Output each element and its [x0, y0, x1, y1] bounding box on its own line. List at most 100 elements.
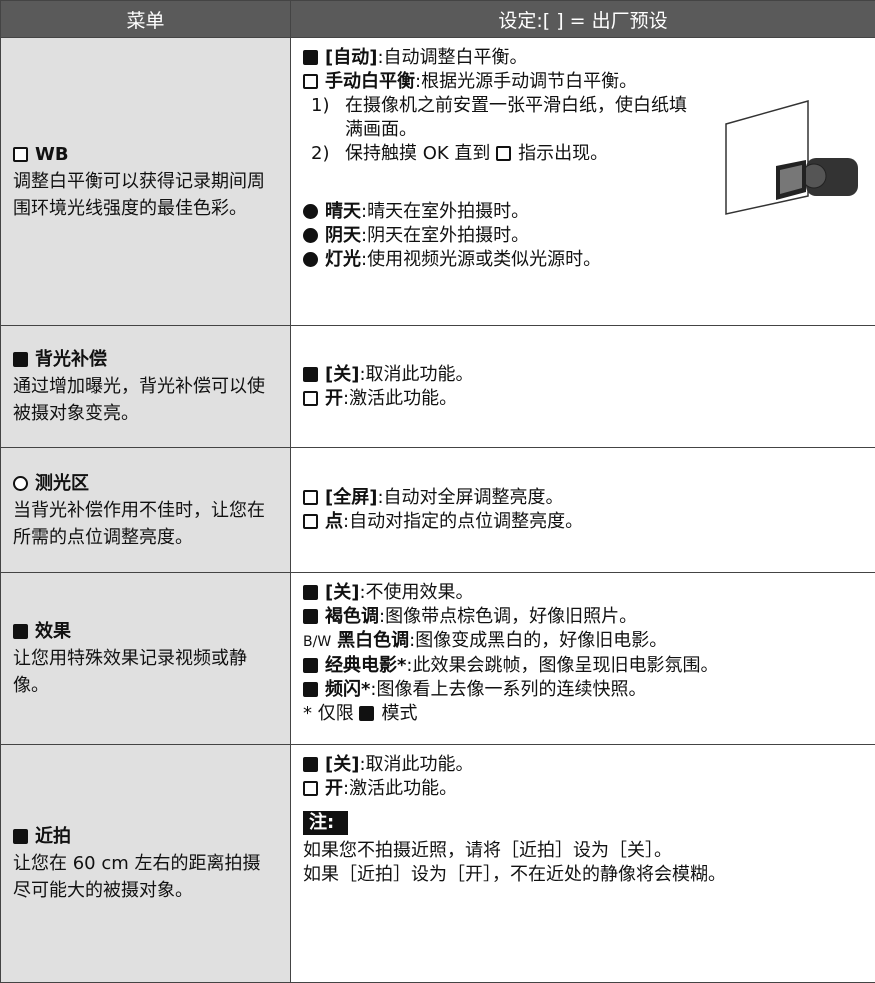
- menu-description: 让您在 60 cm 左右的距离拍摄尽可能大的被摄对象。: [13, 850, 278, 904]
- step-number: 1): [311, 94, 345, 142]
- option: B/W 黑白色调:图像变成黑白的，好像旧电影。: [303, 629, 863, 654]
- option-text: :晴天在室外拍摄时。: [361, 201, 529, 222]
- option-text: :根据光源手动调节白平衡。: [415, 71, 637, 92]
- title-text: 效果: [35, 621, 71, 642]
- option: 开:激活此功能。: [303, 777, 863, 801]
- menu-title: 测光区: [13, 470, 278, 497]
- footnote-text: 模式: [381, 703, 417, 724]
- option-text: :自动对指定的点位调整亮度。: [343, 511, 583, 532]
- option-text: :图像带点棕色调，好像旧照片。: [379, 606, 637, 627]
- icon: [303, 490, 318, 505]
- icon: [303, 204, 318, 219]
- option-text: :激活此功能。: [343, 778, 457, 799]
- title-text: 测光区: [35, 473, 89, 494]
- option: 频闪*:图像看上去像一系列的连续快照。: [303, 678, 863, 702]
- settings-cell: [关]:取消此功能。 开:激活此功能。: [291, 326, 875, 448]
- settings-cell: [关]:取消此功能。 开:激活此功能。 注: 如果您不拍摄近照，请将［近拍］设为…: [291, 745, 875, 983]
- icon: [303, 585, 318, 600]
- option: [自动]:自动调整白平衡。: [303, 46, 863, 70]
- footnote: * 仅限 模式: [303, 702, 863, 726]
- icon: [303, 74, 318, 89]
- icon: [303, 367, 318, 382]
- menu-description: 当背光补偿作用不佳时，让您在所需的点位调整亮度。: [13, 497, 278, 551]
- row: 近拍 让您在 60 cm 左右的距离拍摄尽可能大的被摄对象。 [关]:取消此功能…: [1, 745, 875, 983]
- menu-cell: 近拍 让您在 60 cm 左右的距离拍摄尽可能大的被摄对象。: [1, 745, 291, 983]
- option-term: 褐色调: [325, 606, 379, 627]
- menu-description: 让您用特殊效果记录视频或静像。: [13, 645, 278, 699]
- camera-illustration: [716, 96, 866, 216]
- option: 点:自动对指定的点位调整亮度。: [303, 510, 863, 534]
- option: 灯光:使用视频光源或类似光源时。: [303, 248, 863, 272]
- option: 开:激活此功能。: [303, 387, 863, 411]
- icon: [13, 829, 28, 844]
- title-text: 背光补偿: [35, 349, 107, 370]
- option-text: :图像变成黑白的，好像旧电影。: [409, 630, 667, 651]
- row: 测光区 当背光补偿作用不佳时，让您在所需的点位调整亮度。 [全屏]:自动对全屏调…: [1, 448, 875, 573]
- option-text: :阴天在室外拍摄时。: [361, 225, 529, 246]
- menu-cell: 测光区 当背光补偿作用不佳时，让您在所需的点位调整亮度。: [1, 448, 291, 573]
- option-text: :此效果会跳帧，图像呈现旧电影氛围。: [406, 655, 718, 676]
- option-text: :取消此功能。: [359, 364, 473, 385]
- menu-description: 调整白平衡可以获得记录期间周围环境光线强度的最佳色彩。: [13, 168, 278, 222]
- step-text: 指示出现。: [518, 143, 608, 164]
- option: 经典电影*:此效果会跳帧，图像呈现旧电影氛围。: [303, 654, 863, 678]
- header-settings: 设定:[ ] = 出厂预设: [291, 1, 875, 38]
- option-text: :取消此功能。: [359, 754, 473, 775]
- option-term: 频闪*: [325, 679, 370, 700]
- option-term: [自动]: [325, 47, 377, 68]
- option-term: 手动白平衡: [325, 71, 415, 92]
- shape: 保持触摸 OK 直到 指示出现。: [345, 142, 608, 166]
- option: [全屏]:自动对全屏调整亮度。: [303, 486, 863, 510]
- icon: [13, 476, 28, 491]
- option-term: [关]: [325, 364, 359, 385]
- option-text: :图像看上去像一系列的连续快照。: [370, 679, 646, 700]
- note-line: 如果［近拍］设为［开］，不在近处的静像将会模糊。: [303, 863, 863, 887]
- menu-title: 近拍: [13, 823, 278, 850]
- step-number: 2): [311, 142, 345, 166]
- option-term: 开: [325, 778, 343, 799]
- option-text: :使用视频光源或类似光源时。: [361, 249, 601, 270]
- icon: [303, 391, 318, 406]
- row: WB 调整白平衡可以获得记录期间周围环境光线强度的最佳色彩。 [自动]:自动调整…: [1, 38, 875, 326]
- row: 效果 让您用特殊效果记录视频或静像。 [关]:不使用效果。 褐色调:图像带点棕色…: [1, 573, 875, 745]
- option: [关]:不使用效果。: [303, 581, 863, 605]
- icon: [13, 352, 28, 367]
- option-text: :自动调整白平衡。: [377, 47, 527, 68]
- icon: [496, 146, 511, 161]
- menu-cell: 背光补偿 通过增加曝光，背光补偿可以使被摄对象变亮。: [1, 326, 291, 448]
- menu-title: 背光补偿: [13, 346, 278, 373]
- option-term: [关]: [325, 582, 359, 603]
- icon: [13, 624, 28, 639]
- step: 1)在摄像机之前安置一张平滑白纸，使白纸填满画面。: [311, 94, 703, 142]
- menu-title: 效果: [13, 618, 278, 645]
- icon: [303, 682, 318, 697]
- settings-cell: [自动]:自动调整白平衡。 手动白平衡:根据光源手动调节白平衡。 1)在摄像机之…: [291, 38, 875, 326]
- option: 手动白平衡:根据光源手动调节白平衡。: [303, 70, 863, 94]
- icon: [13, 147, 28, 162]
- icon: [303, 50, 318, 65]
- icon: [303, 514, 318, 529]
- option-term: 阴天: [325, 225, 361, 246]
- icon: [303, 781, 318, 796]
- icon: [303, 252, 318, 267]
- icon: [303, 609, 318, 624]
- step-text: 在摄像机之前安置一张平滑白纸，使白纸填满画面。: [345, 94, 703, 142]
- option-term: [全屏]: [325, 487, 377, 508]
- icon: [359, 706, 374, 721]
- option-text: :不使用效果。: [359, 582, 473, 603]
- shape: [726, 101, 808, 214]
- header-menu: 菜单: [1, 1, 291, 38]
- steps: 1)在摄像机之前安置一张平滑白纸，使白纸填满画面。 2)保持触摸 OK 直到 指…: [303, 94, 703, 166]
- option-term: 晴天: [325, 201, 361, 222]
- option-prefix: B/W: [303, 634, 331, 650]
- option-term: 黑白色调: [337, 630, 409, 651]
- icon: [303, 757, 318, 772]
- option-text: :激活此功能。: [343, 388, 457, 409]
- option: [关]:取消此功能。: [303, 753, 863, 777]
- step: 2)保持触摸 OK 直到 指示出现。: [311, 142, 703, 166]
- title-text: WB: [35, 144, 69, 165]
